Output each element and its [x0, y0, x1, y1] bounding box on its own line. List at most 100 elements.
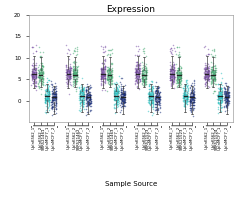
- Point: [109, 73, 113, 77]
- Point: [34, 84, 38, 88]
- Point: [134, 73, 138, 76]
- Point: [178, 73, 182, 77]
- Point: [31, 74, 35, 77]
- Point: [147, 99, 151, 103]
- Point: [45, 88, 49, 91]
- Point: [223, 86, 226, 90]
- Point: [75, 68, 79, 72]
- Point: [68, 83, 71, 86]
- Point: [192, 101, 195, 104]
- Point: [156, 100, 159, 103]
- Point: [109, 78, 112, 81]
- Point: [203, 85, 207, 88]
- Point: [188, 106, 192, 110]
- Point: [144, 76, 148, 80]
- Point: [217, 94, 220, 97]
- Point: [80, 91, 84, 95]
- Point: [184, 84, 188, 87]
- Point: [100, 75, 104, 78]
- Point: [74, 71, 78, 75]
- Point: [137, 65, 141, 68]
- Point: [115, 85, 119, 88]
- Point: [106, 65, 110, 69]
- Point: [47, 94, 50, 98]
- Point: [102, 80, 105, 83]
- Point: [176, 75, 180, 78]
- Point: [87, 93, 90, 97]
- Point: [50, 83, 54, 86]
- Bar: [108, 70, 111, 79]
- Point: [206, 77, 210, 80]
- Point: [68, 80, 72, 83]
- Point: [106, 75, 110, 78]
- Point: [50, 107, 54, 110]
- Point: [81, 99, 85, 102]
- Point: [218, 85, 221, 88]
- Point: [85, 97, 89, 100]
- Point: [213, 67, 217, 70]
- Point: [213, 77, 217, 81]
- Point: [144, 69, 148, 73]
- Point: [185, 97, 189, 100]
- Point: [30, 71, 34, 74]
- Point: [66, 69, 70, 72]
- Point: [66, 79, 69, 82]
- Point: [80, 107, 84, 110]
- Point: [107, 83, 111, 86]
- Point: [123, 93, 126, 96]
- Point: [140, 79, 144, 83]
- Point: [147, 98, 151, 101]
- Point: [51, 98, 55, 101]
- Point: [109, 62, 113, 66]
- Point: [102, 70, 105, 73]
- Point: [225, 97, 229, 100]
- Point: [220, 77, 224, 80]
- Point: [52, 92, 56, 96]
- Point: [40, 66, 44, 69]
- Point: [112, 103, 116, 106]
- Point: [193, 100, 196, 104]
- Point: [169, 83, 173, 87]
- Point: [177, 76, 181, 79]
- Point: [188, 100, 192, 103]
- Point: [224, 97, 228, 100]
- Point: [169, 68, 173, 71]
- Point: [33, 70, 36, 74]
- Point: [151, 95, 154, 99]
- Point: [140, 75, 144, 78]
- Point: [206, 71, 210, 75]
- Point: [183, 84, 187, 87]
- Point: [73, 70, 76, 73]
- Point: [121, 104, 125, 108]
- Point: [100, 61, 104, 64]
- Point: [53, 85, 56, 88]
- Point: [218, 90, 222, 93]
- Point: [181, 96, 185, 99]
- Point: [178, 83, 182, 87]
- Point: [138, 74, 141, 78]
- Point: [45, 103, 49, 106]
- Point: [47, 89, 51, 92]
- Point: [107, 73, 110, 76]
- Point: [37, 84, 40, 87]
- Point: [45, 88, 48, 92]
- Point: [36, 84, 40, 88]
- Point: [102, 65, 106, 68]
- Point: [39, 74, 43, 77]
- Point: [120, 98, 124, 101]
- Point: [89, 94, 92, 98]
- Point: [209, 70, 213, 73]
- Point: [115, 87, 119, 91]
- Point: [88, 98, 91, 102]
- Point: [114, 94, 117, 97]
- Point: [150, 91, 154, 94]
- Point: [143, 65, 147, 68]
- Point: [140, 72, 144, 75]
- Point: [33, 76, 37, 79]
- Point: [169, 51, 173, 54]
- Point: [46, 96, 50, 99]
- Point: [154, 95, 157, 99]
- Point: [192, 100, 196, 103]
- Point: [155, 94, 159, 98]
- Point: [209, 81, 213, 85]
